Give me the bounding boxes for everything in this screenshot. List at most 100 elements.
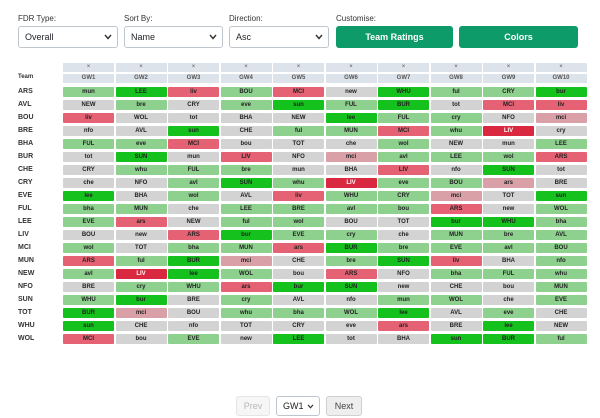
gameweek-header: GW2 — [115, 74, 167, 83]
fixture-cell: LEE — [115, 87, 167, 97]
remove-gameweek-icon[interactable]: × — [63, 63, 114, 72]
fixture-cell: BUR — [483, 334, 534, 344]
direction-control: Direction: Asc — [229, 14, 329, 48]
fixture-cell: LIV — [220, 152, 272, 162]
fixture-cell: MCI — [378, 126, 429, 136]
fixture-cell: tot — [325, 334, 377, 344]
next-button[interactable]: Next — [326, 396, 362, 416]
fixture-cell: ful — [535, 334, 587, 344]
fixture-cell: MCI — [63, 334, 114, 344]
fixture-cell: nfo — [430, 165, 482, 175]
fixture-cell: MUN — [325, 126, 377, 136]
fixture-cell: NFO — [378, 269, 429, 279]
fixture-cell: WHU — [325, 191, 377, 201]
direction-label: Direction: — [229, 14, 263, 23]
fixture-cell: mun — [273, 165, 324, 175]
remove-gameweek-icon[interactable]: × — [325, 63, 377, 72]
fixture-cell: CHE — [273, 256, 324, 266]
fixture-cell: bha — [168, 243, 219, 253]
fixture-cell: MCI — [483, 100, 534, 110]
fixture-cell: bre — [325, 256, 377, 266]
fixture-cell: LIV — [115, 269, 167, 279]
fixture-cell: nfo — [63, 126, 114, 136]
team-name: LEE — [18, 218, 32, 225]
remove-gameweek-icon[interactable]: × — [168, 63, 219, 72]
fixture-cell: MUN — [430, 230, 482, 240]
fixture-cell: SUN — [483, 165, 534, 175]
fixture-cell: che — [483, 295, 534, 305]
fixture-cell: cry — [220, 295, 272, 305]
fixture-cell: LIV — [378, 165, 429, 175]
fixture-cell: che — [168, 204, 219, 214]
fixture-cell: cry — [535, 126, 587, 136]
remove-gameweek-icon[interactable]: × — [115, 63, 167, 72]
fixture-cell: MCI — [273, 87, 324, 97]
fixture-cell: bur — [115, 295, 167, 305]
fixture-cell: FUL — [168, 165, 219, 175]
fixture-cell: WHU — [483, 217, 534, 227]
gameweek-header: GW10 — [535, 74, 587, 83]
team-name: LIV — [18, 231, 29, 238]
fixture-cell: LIV — [483, 126, 534, 136]
fixture-cell: BOU — [430, 178, 482, 188]
team-name: WHU — [18, 322, 35, 329]
remove-gameweek-icon[interactable]: × — [273, 63, 324, 72]
prev-button[interactable]: Prev — [236, 396, 270, 416]
fixture-cell: bre — [220, 165, 272, 175]
fixture-cell: liv — [63, 113, 114, 123]
fixture-cell: CHE — [220, 126, 272, 136]
fdr-type-select[interactable]: Overall — [18, 26, 118, 48]
fixture-cell: ARS — [535, 152, 587, 162]
colors-button[interactable]: Colors — [459, 26, 578, 48]
fixture-cell: whu — [430, 126, 482, 136]
fixture-cell: EVE — [430, 243, 482, 253]
fixture-cell: WOL — [115, 113, 167, 123]
sort-by-select[interactable]: Name — [124, 26, 223, 48]
fixture-cell: eve — [115, 139, 167, 149]
team-name: CRY — [18, 179, 33, 186]
fixture-cell: WOL — [430, 295, 482, 305]
chevron-down-icon — [307, 404, 314, 409]
fixture-cell: lee — [63, 191, 114, 201]
fixture-cell: BUR — [63, 308, 114, 318]
fixture-cell: BOU — [220, 87, 272, 97]
fixture-cell: TOT — [115, 243, 167, 253]
fixture-cell: WHU — [63, 295, 114, 305]
gameweek-select[interactable]: GW1 — [276, 396, 320, 416]
team-name: EVE — [18, 192, 33, 199]
fixture-cell: bou — [115, 334, 167, 344]
team-name: TOT — [18, 309, 32, 316]
remove-gameweek-icon[interactable]: × — [220, 63, 272, 72]
fixture-cell: BHA — [220, 113, 272, 123]
team-column-header: Team — [18, 74, 34, 80]
customise-control: Customise: Team Ratings Colors — [336, 14, 580, 48]
direction-select[interactable]: Asc — [229, 26, 329, 48]
customise-label: Customise: — [336, 14, 377, 23]
fixture-cell: MUN — [535, 282, 587, 292]
fixture-cell: lee — [325, 113, 377, 123]
gameweek-header: GW1 — [63, 74, 114, 83]
remove-gameweek-icon[interactable]: × — [535, 63, 587, 72]
remove-gameweek-icon[interactable]: × — [430, 63, 482, 72]
fixture-cell: WHU — [378, 87, 429, 97]
remove-gameweek-icon[interactable]: × — [378, 63, 429, 72]
fixture-cell: MUN — [220, 243, 272, 253]
fixture-cell: NEW — [63, 100, 114, 110]
fixture-cell: WHU — [168, 282, 219, 292]
fixture-cell: BOU — [63, 230, 114, 240]
fixture-cell: ful — [273, 126, 324, 136]
controls-bar: FDR Type: Overall Sort By: Name Directio… — [18, 14, 580, 54]
fixture-cell: CRY — [483, 87, 534, 97]
fixture-cell: eve — [378, 178, 429, 188]
fixture-cell: AVL — [430, 308, 482, 318]
team-name: NFO — [18, 283, 33, 290]
remove-gameweek-icon[interactable]: × — [483, 63, 534, 72]
team-name: FUL — [18, 205, 32, 212]
fixture-cell: bur — [273, 282, 324, 292]
team-ratings-button[interactable]: Team Ratings — [336, 26, 453, 48]
fixture-cell: LEE — [220, 204, 272, 214]
fixture-cell: wol — [483, 152, 534, 162]
team-name: MCI — [18, 244, 31, 251]
team-name: ARS — [18, 88, 33, 95]
fixture-cell: mci — [325, 152, 377, 162]
